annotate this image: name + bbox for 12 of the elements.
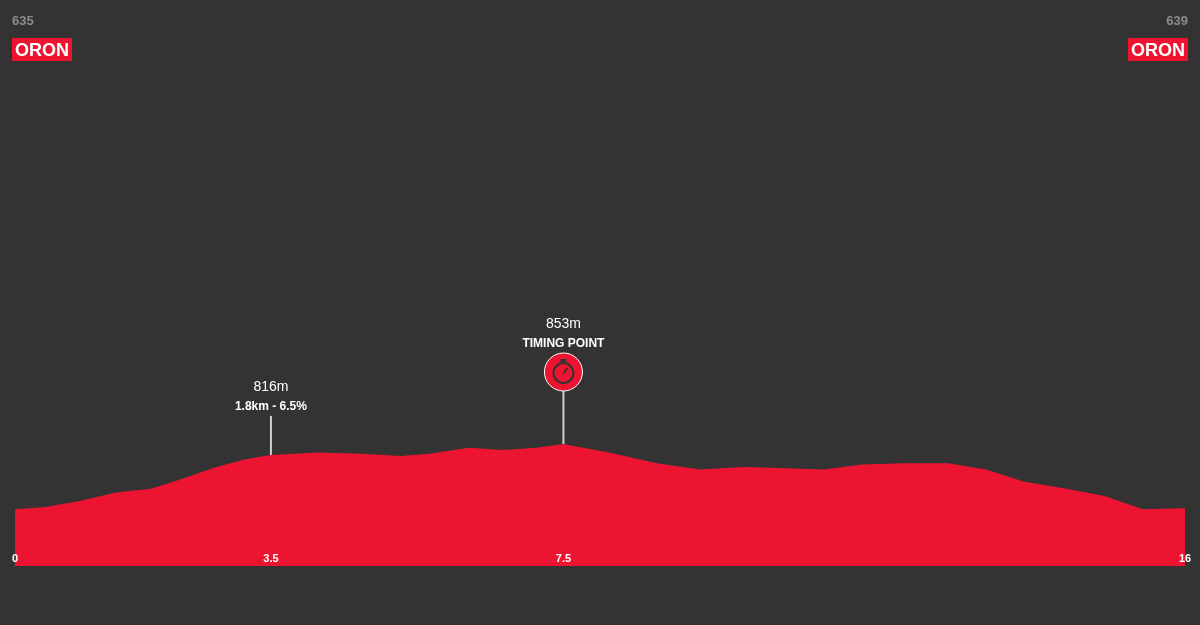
text: TIMING POINT	[522, 336, 606, 350]
text: 853m	[545, 315, 581, 331]
text: 1.8km - 6.5%	[234, 398, 308, 413]
x-tick-label: 3.5	[263, 551, 279, 564]
x-tick-label: 16	[1178, 551, 1192, 564]
text: ORON	[1131, 40, 1185, 60]
text: 639	[1166, 13, 1188, 28]
x-tick-label: 0	[11, 551, 19, 564]
text: 635	[12, 13, 34, 28]
text: ORON	[15, 40, 69, 60]
x-tick-label: 7.5	[555, 551, 572, 564]
text: 816m	[253, 377, 289, 394]
